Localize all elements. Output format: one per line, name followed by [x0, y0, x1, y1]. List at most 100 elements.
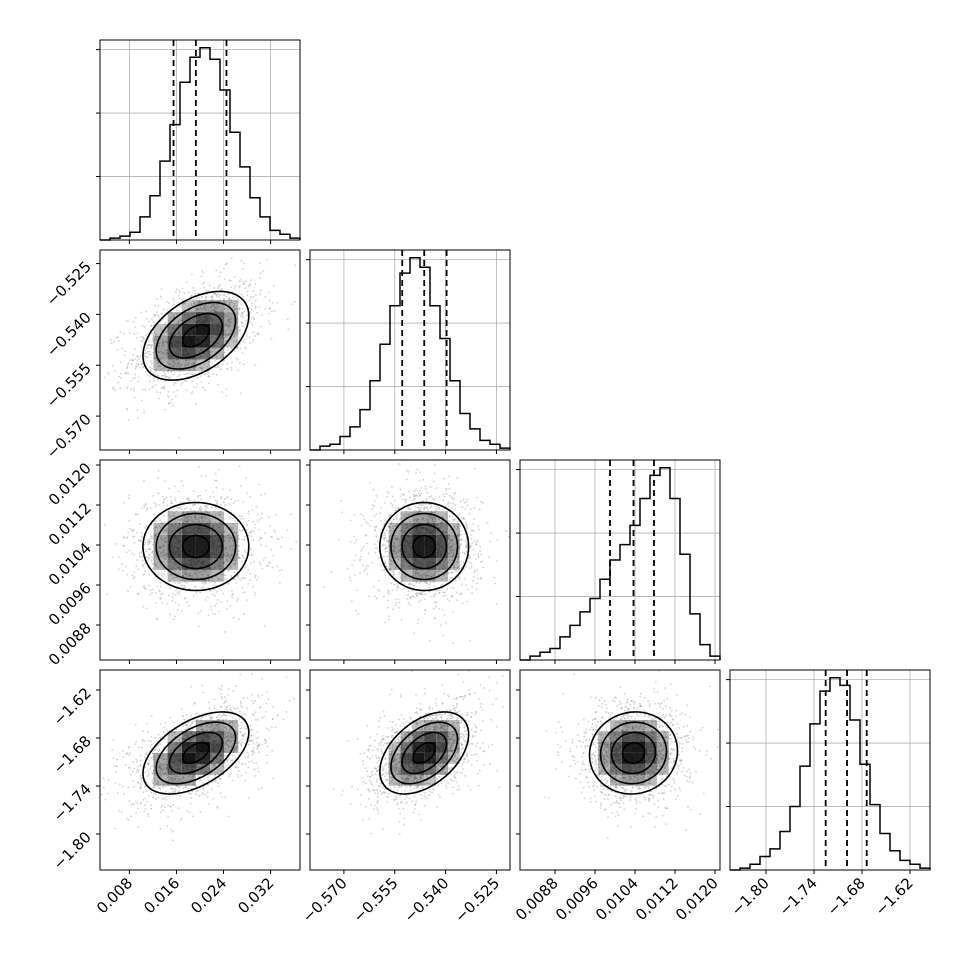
scatter-point: [240, 743, 242, 745]
scatter-point: [143, 585, 145, 587]
scatter-point: [199, 507, 201, 510]
scatter-point: [242, 501, 245, 503]
scatter-point: [256, 513, 259, 516]
scatter-point: [130, 804, 133, 806]
scatter-point: [398, 526, 400, 529]
scatter-point: [382, 543, 384, 546]
scatter-point: [154, 602, 157, 605]
scatter-point: [397, 538, 400, 540]
scatter-point: [448, 515, 451, 517]
scatter-point: [194, 366, 197, 368]
scatter-point: [452, 566, 455, 569]
scatter-point: [188, 587, 191, 590]
scatter-point: [119, 330, 122, 333]
scatter-point: [479, 545, 482, 548]
scatter-point: [226, 558, 229, 561]
scatter-point: [454, 504, 457, 506]
scatter-point: [418, 490, 421, 492]
scatter-point: [152, 337, 154, 340]
scatter-point: [438, 607, 440, 610]
scatter-point: [386, 550, 388, 553]
scatter-point: [169, 573, 172, 576]
scatter-point: [229, 565, 232, 567]
scatter-point: [239, 530, 242, 532]
scatter-point: [154, 793, 157, 796]
scatter-point: [158, 504, 161, 506]
scatter-point: [214, 306, 217, 309]
scatter-point: [449, 538, 451, 541]
scatter-point: [161, 575, 164, 578]
scatter-point: [147, 356, 149, 359]
scatter-point: [244, 756, 247, 759]
scatter-point: [395, 509, 397, 512]
scatter-point: [192, 503, 195, 506]
scatter-point: [162, 318, 165, 320]
scatter-point: [426, 491, 429, 494]
density-cell: [210, 570, 225, 582]
scatter-point: [165, 349, 167, 352]
scatter-point: [166, 825, 169, 827]
scatter-point: [470, 562, 473, 565]
scatter-point: [251, 700, 254, 702]
scatter-point: [159, 598, 162, 600]
scatter-point: [204, 388, 206, 391]
scatter-point: [150, 324, 153, 327]
scatter-point: [188, 811, 191, 814]
scatter-point: [167, 513, 170, 516]
scatter-point: [193, 373, 196, 375]
scatter-point: [472, 548, 475, 551]
scatter-point: [176, 780, 179, 782]
scatter-point: [207, 290, 210, 292]
scatter-point: [159, 596, 162, 599]
scatter-point: [233, 571, 236, 573]
scatter-point: [207, 306, 210, 309]
contour-line-3: [142, 501, 250, 592]
scatter-point: [494, 582, 497, 585]
scatter-point: [466, 543, 468, 546]
scatter-point: [154, 535, 157, 538]
scatter-point: [415, 518, 417, 520]
scatter-point: [206, 365, 209, 368]
scatter-point: [153, 784, 156, 786]
scatter-point: [392, 544, 395, 547]
scatter-point: [117, 336, 119, 339]
scatter-point: [201, 573, 204, 576]
scatter-point: [193, 362, 196, 365]
scatter-point: [133, 576, 136, 579]
scatter-point: [224, 631, 226, 633]
density-cell: [224, 534, 239, 547]
scatter-point: [169, 787, 172, 790]
scatter-point: [430, 575, 433, 578]
scatter-point: [227, 534, 230, 537]
scatter-point: [159, 811, 162, 814]
scatter-point: [231, 589, 233, 592]
scatter-point: [148, 542, 151, 545]
scatter-point: [97, 596, 99, 598]
scatter-point: [172, 315, 175, 318]
scatter-point: [216, 383, 219, 386]
scatter-point: [368, 524, 371, 527]
scatter-point: [226, 334, 228, 336]
scatter-point: [414, 570, 417, 573]
scatter-point: [413, 632, 415, 635]
scatter-point: [452, 543, 454, 545]
scatter-point: [168, 396, 171, 398]
scatter-point: [469, 639, 471, 642]
scatter-point: [142, 565, 144, 568]
scatter-point: [150, 325, 152, 328]
scatter-point: [137, 568, 140, 571]
scatter-point: [150, 560, 153, 563]
scatter-point: [225, 367, 228, 370]
scatter-point: [416, 594, 419, 597]
scatter-point: [254, 574, 257, 577]
scatter-point: [233, 734, 235, 737]
scatter-point: [477, 577, 479, 580]
scatter-point: [375, 526, 377, 528]
scatter-point: [253, 576, 256, 579]
scatter-point: [423, 598, 426, 601]
scatter-point: [202, 579, 205, 582]
scatter-point: [198, 300, 201, 302]
scatter-point: [234, 766, 236, 769]
scatter-point: [377, 549, 380, 552]
scatter-point: [210, 310, 213, 313]
